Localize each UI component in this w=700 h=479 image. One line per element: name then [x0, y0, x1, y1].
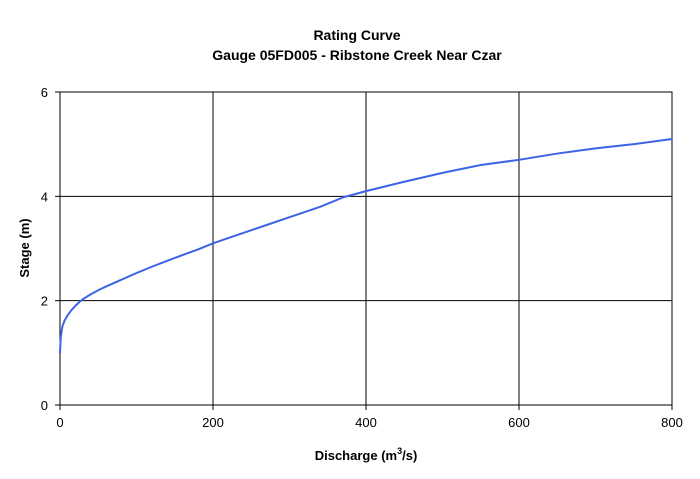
- x-tick-label: 600: [508, 415, 530, 430]
- axis-ticks: 0 200 400 600 800 0 2 4 6: [41, 85, 683, 430]
- x-tick-label: 0: [56, 415, 63, 430]
- x-axis-label: Discharge (m3/s): [315, 446, 418, 463]
- x-axis-label-superscript: 3: [397, 446, 402, 456]
- x-axis-label-main: Discharge (m: [315, 448, 397, 463]
- x-tick-label: 200: [202, 415, 224, 430]
- chart-subtitle: Gauge 05FD005 - Ribstone Creek Near Czar: [212, 47, 502, 63]
- y-tick-label: 2: [41, 294, 48, 309]
- grid-lines: [60, 92, 672, 405]
- y-tick-label: 6: [41, 85, 48, 100]
- x-tick-label: 800: [661, 415, 683, 430]
- y-tick-label: 0: [41, 398, 48, 413]
- series-layer: [59, 137, 673, 354]
- x-tick-label: 400: [355, 415, 377, 430]
- chart-title: Rating Curve: [313, 27, 400, 43]
- rating-curve-line: [59, 137, 673, 354]
- y-axis-label: Stage (m): [17, 218, 32, 277]
- y-tick-label: 4: [41, 189, 48, 204]
- x-axis-label-tail: /s): [402, 448, 417, 463]
